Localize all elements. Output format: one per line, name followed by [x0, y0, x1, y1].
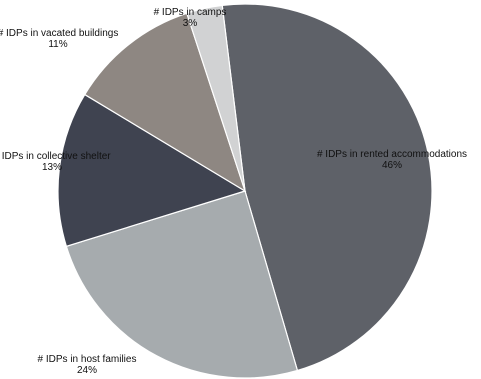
slice-percent-label: 46%: [382, 160, 402, 171]
pie-slices: [57, 3, 433, 379]
slice-category-label: # IDPs in host families: [38, 354, 137, 365]
pie-slice: [186, 4, 246, 192]
slice-category-label: # IDPs in camps: [154, 7, 227, 18]
slice-percent-label: 3%: [183, 18, 198, 29]
slice-category-label: # IDPs in rented accommodations: [317, 149, 467, 160]
pie-slice: [65, 190, 299, 379]
pie-slice: [221, 3, 433, 372]
slice-percent-label: 11%: [48, 39, 67, 50]
slice-percent-label: 13%: [42, 162, 62, 173]
slice-percent-label: 24%: [77, 365, 97, 376]
slice-category-label: # IDPs in collective shelter: [0, 151, 111, 162]
slice-category-label: # IDPs in vacated buildings: [0, 28, 118, 39]
pie-slice: [83, 12, 247, 193]
pie-slice: [57, 93, 247, 248]
